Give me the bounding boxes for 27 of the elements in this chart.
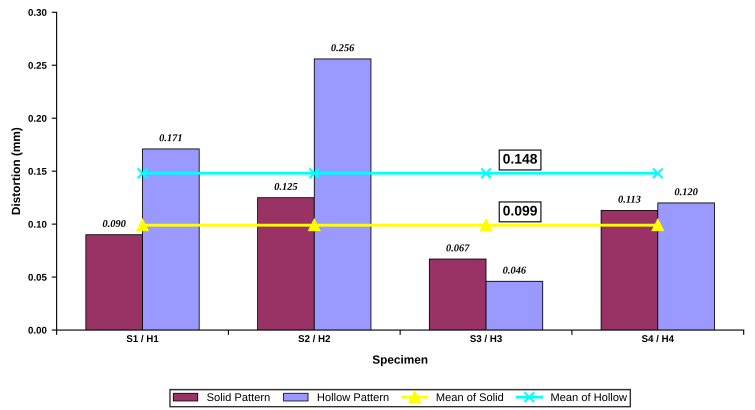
x-tick-label: S4 / H4 [642, 334, 674, 342]
annotation: 0.099 [503, 206, 537, 216]
x-axis-title: Specimen [372, 355, 428, 366]
y-tick-label: 0.05 [28, 274, 47, 281]
data-label: 0.090 [102, 220, 126, 228]
legend-label: Solid Pattern [207, 392, 270, 402]
annotation: 0.148 [503, 154, 538, 164]
data-label: 0.256 [331, 44, 354, 52]
y-tick-label: 0.20 [28, 114, 47, 122]
data-label: 0.171 [159, 134, 182, 142]
y-tick-label: 0.10 [28, 220, 47, 228]
y-tick-label: 0.15 [28, 168, 47, 175]
data-label: 0.113 [618, 196, 641, 203]
y-tick-label: 0.00 [28, 326, 47, 334]
x-tick-label: S3 / H3 [470, 334, 502, 342]
legend-label: Mean of Solid [436, 392, 504, 402]
data-label: 0.120 [674, 188, 698, 196]
x-tick-label: S2 / H2 [298, 334, 330, 342]
x-tick-label: S1 / H1 [126, 334, 158, 342]
y-axis-title: Distortion (mm) [11, 128, 22, 214]
legend-label: Hollow Pattern [318, 392, 388, 402]
data-label: 0.046 [503, 266, 526, 274]
y-tick-label: 0.25 [28, 62, 47, 69]
data-label: 0.067 [446, 244, 470, 252]
data-label: 0.125 [274, 182, 298, 190]
legend-label: Mean of Hollow [551, 392, 628, 402]
y-tick-label: 0.30 [28, 9, 47, 16]
